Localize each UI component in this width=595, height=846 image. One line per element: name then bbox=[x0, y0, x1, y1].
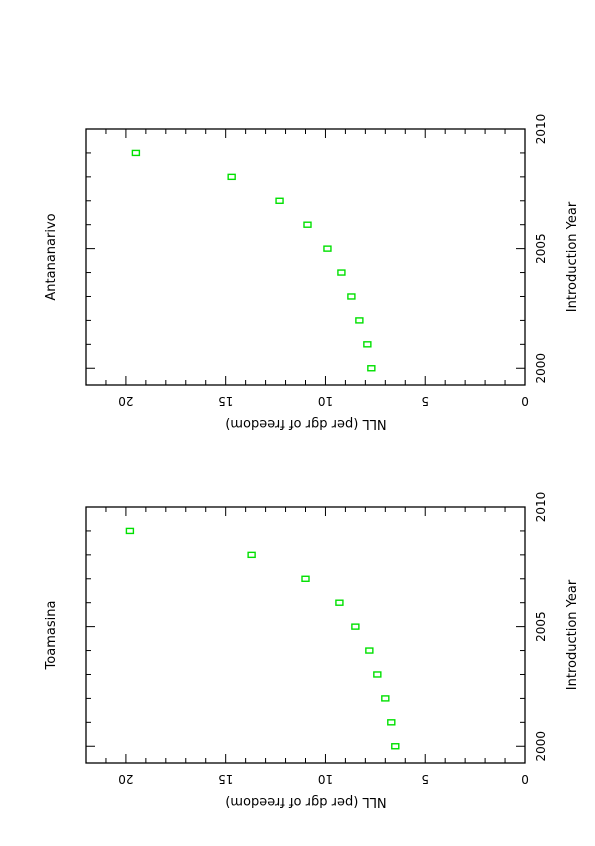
x-tick-label: 2005 bbox=[534, 611, 548, 642]
x-axis-label: Introduction Year bbox=[565, 201, 580, 312]
data-point bbox=[323, 245, 332, 252]
panel-toamasina: Toamasina Introduction Year NLL (per dgr… bbox=[44, 492, 580, 809]
data-point bbox=[301, 575, 310, 582]
x-tick-group: 2000 2005 2010 bbox=[86, 114, 548, 384]
data-point bbox=[387, 719, 396, 726]
data-point bbox=[303, 221, 312, 228]
data-point bbox=[125, 527, 135, 535]
y-tick-label: 15 bbox=[218, 772, 233, 786]
y-tick-label: 10 bbox=[318, 772, 333, 786]
y-tick-label: 10 bbox=[318, 394, 333, 408]
y-tick-label: 5 bbox=[421, 394, 429, 408]
data-point bbox=[391, 743, 400, 750]
panel-antananarivo: Antananarivo Introduction Year NLL (per … bbox=[44, 114, 580, 431]
data-points bbox=[125, 527, 400, 750]
data-point bbox=[335, 599, 344, 606]
x-tick-group: 2000 2005 2010 bbox=[86, 492, 548, 762]
x-tick-label: 2000 bbox=[534, 731, 548, 762]
chart-title: Antananarivo bbox=[44, 213, 59, 300]
data-points bbox=[131, 149, 376, 372]
y-tick-label: 0 bbox=[521, 394, 529, 408]
y-tick-label: 5 bbox=[421, 772, 429, 786]
y-axis-label: NLL (per dgr of freedom) bbox=[225, 794, 386, 809]
y-tick-group: 0 5 10 15 20 bbox=[85, 507, 529, 786]
chart-title: Toamasina bbox=[44, 601, 59, 671]
data-point bbox=[347, 293, 356, 300]
plot-frame bbox=[85, 506, 526, 764]
data-point bbox=[351, 623, 360, 630]
y-tick-group: 0 5 10 15 20 bbox=[85, 129, 529, 408]
y-tick-label: 15 bbox=[218, 394, 233, 408]
x-axis-label: Introduction Year bbox=[565, 579, 580, 690]
x-tick-label: 2005 bbox=[534, 233, 548, 264]
data-point bbox=[365, 647, 374, 654]
y-tick-label: 20 bbox=[118, 394, 133, 408]
data-point bbox=[337, 269, 346, 276]
x-tick-label: 2000 bbox=[534, 353, 548, 384]
y-tick-label: 20 bbox=[118, 772, 133, 786]
data-point bbox=[275, 197, 284, 204]
data-point bbox=[381, 695, 390, 702]
data-point bbox=[373, 671, 382, 678]
data-point bbox=[363, 341, 372, 348]
data-point bbox=[367, 365, 376, 372]
data-point bbox=[247, 551, 256, 559]
y-axis-label: NLL (per dgr of freedom) bbox=[225, 416, 386, 431]
data-point bbox=[131, 149, 141, 157]
x-tick-label: 2010 bbox=[534, 114, 548, 145]
y-tick-label: 0 bbox=[521, 772, 529, 786]
data-point bbox=[227, 173, 236, 181]
data-point bbox=[355, 317, 364, 324]
plot-frame bbox=[85, 128, 526, 386]
x-tick-label: 2010 bbox=[534, 492, 548, 523]
